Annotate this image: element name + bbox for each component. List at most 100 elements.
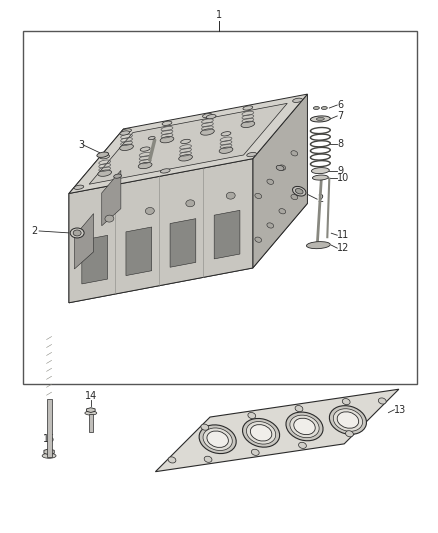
Ellipse shape — [105, 215, 114, 222]
Text: 2: 2 — [317, 194, 323, 204]
Text: 15: 15 — [43, 434, 55, 444]
Ellipse shape — [337, 412, 359, 428]
Ellipse shape — [378, 398, 386, 404]
Ellipse shape — [74, 185, 84, 189]
Ellipse shape — [219, 147, 233, 154]
Ellipse shape — [179, 155, 192, 161]
Ellipse shape — [203, 428, 232, 450]
Ellipse shape — [267, 179, 274, 184]
Text: 1: 1 — [216, 10, 222, 20]
Polygon shape — [69, 159, 253, 303]
Polygon shape — [102, 171, 121, 226]
Polygon shape — [44, 449, 54, 455]
Ellipse shape — [255, 237, 261, 243]
Bar — [46, 399, 52, 457]
Ellipse shape — [202, 114, 212, 118]
Bar — [23, 31, 417, 384]
Ellipse shape — [312, 175, 328, 180]
Polygon shape — [214, 211, 240, 259]
Ellipse shape — [333, 409, 363, 431]
Polygon shape — [126, 227, 152, 276]
Ellipse shape — [294, 418, 315, 434]
Ellipse shape — [201, 424, 208, 430]
Ellipse shape — [295, 406, 303, 411]
Ellipse shape — [100, 155, 110, 159]
Text: 10: 10 — [337, 173, 350, 183]
Text: 12: 12 — [337, 243, 350, 253]
Ellipse shape — [186, 200, 195, 207]
Ellipse shape — [307, 241, 330, 249]
Ellipse shape — [206, 115, 216, 119]
Text: 6: 6 — [337, 100, 343, 110]
Ellipse shape — [248, 413, 256, 418]
Ellipse shape — [148, 136, 155, 140]
Ellipse shape — [290, 415, 319, 438]
Ellipse shape — [247, 422, 276, 444]
Ellipse shape — [279, 208, 286, 214]
Ellipse shape — [140, 147, 150, 151]
Ellipse shape — [251, 425, 272, 441]
Ellipse shape — [204, 456, 212, 462]
Ellipse shape — [247, 152, 257, 157]
Ellipse shape — [201, 129, 214, 135]
Ellipse shape — [97, 152, 109, 157]
Ellipse shape — [291, 195, 298, 200]
Ellipse shape — [267, 223, 274, 228]
Ellipse shape — [120, 144, 134, 150]
Polygon shape — [89, 103, 287, 184]
Text: 8: 8 — [337, 139, 343, 149]
Ellipse shape — [342, 399, 350, 405]
Ellipse shape — [299, 442, 306, 448]
Text: 4: 4 — [300, 163, 306, 173]
Ellipse shape — [279, 165, 286, 170]
Ellipse shape — [145, 207, 154, 214]
Ellipse shape — [291, 151, 298, 156]
Ellipse shape — [311, 116, 330, 122]
Ellipse shape — [138, 163, 152, 168]
Polygon shape — [253, 94, 307, 268]
Ellipse shape — [251, 449, 259, 455]
Ellipse shape — [346, 431, 353, 437]
Ellipse shape — [243, 106, 253, 110]
Ellipse shape — [293, 187, 306, 196]
Ellipse shape — [241, 121, 255, 127]
Ellipse shape — [114, 174, 121, 178]
Ellipse shape — [122, 129, 131, 133]
Ellipse shape — [73, 230, 81, 236]
Text: 7: 7 — [337, 111, 343, 121]
Polygon shape — [82, 236, 108, 284]
Text: 4: 4 — [110, 149, 116, 159]
Ellipse shape — [321, 107, 327, 109]
Text: 5: 5 — [162, 127, 168, 137]
Ellipse shape — [85, 411, 97, 415]
Ellipse shape — [42, 453, 56, 458]
Text: 13: 13 — [394, 405, 406, 415]
Ellipse shape — [199, 425, 236, 454]
Text: 2: 2 — [31, 226, 37, 236]
Ellipse shape — [120, 131, 130, 135]
Ellipse shape — [221, 132, 231, 136]
Text: 14: 14 — [85, 391, 97, 401]
Ellipse shape — [276, 165, 284, 171]
Ellipse shape — [243, 418, 279, 447]
Ellipse shape — [70, 228, 84, 238]
Polygon shape — [69, 204, 307, 303]
Ellipse shape — [316, 117, 324, 120]
Text: 9: 9 — [337, 166, 343, 175]
Ellipse shape — [168, 457, 176, 463]
Ellipse shape — [160, 136, 174, 143]
Ellipse shape — [314, 107, 319, 109]
Polygon shape — [69, 129, 124, 303]
Ellipse shape — [98, 170, 112, 176]
Ellipse shape — [207, 431, 228, 447]
Ellipse shape — [286, 412, 323, 441]
Polygon shape — [69, 94, 307, 193]
Ellipse shape — [226, 192, 235, 199]
Ellipse shape — [180, 139, 191, 143]
Ellipse shape — [295, 189, 303, 194]
Bar — [89, 414, 93, 432]
Ellipse shape — [293, 98, 303, 102]
Text: 11: 11 — [337, 230, 350, 240]
Polygon shape — [87, 408, 95, 413]
Polygon shape — [155, 389, 399, 472]
